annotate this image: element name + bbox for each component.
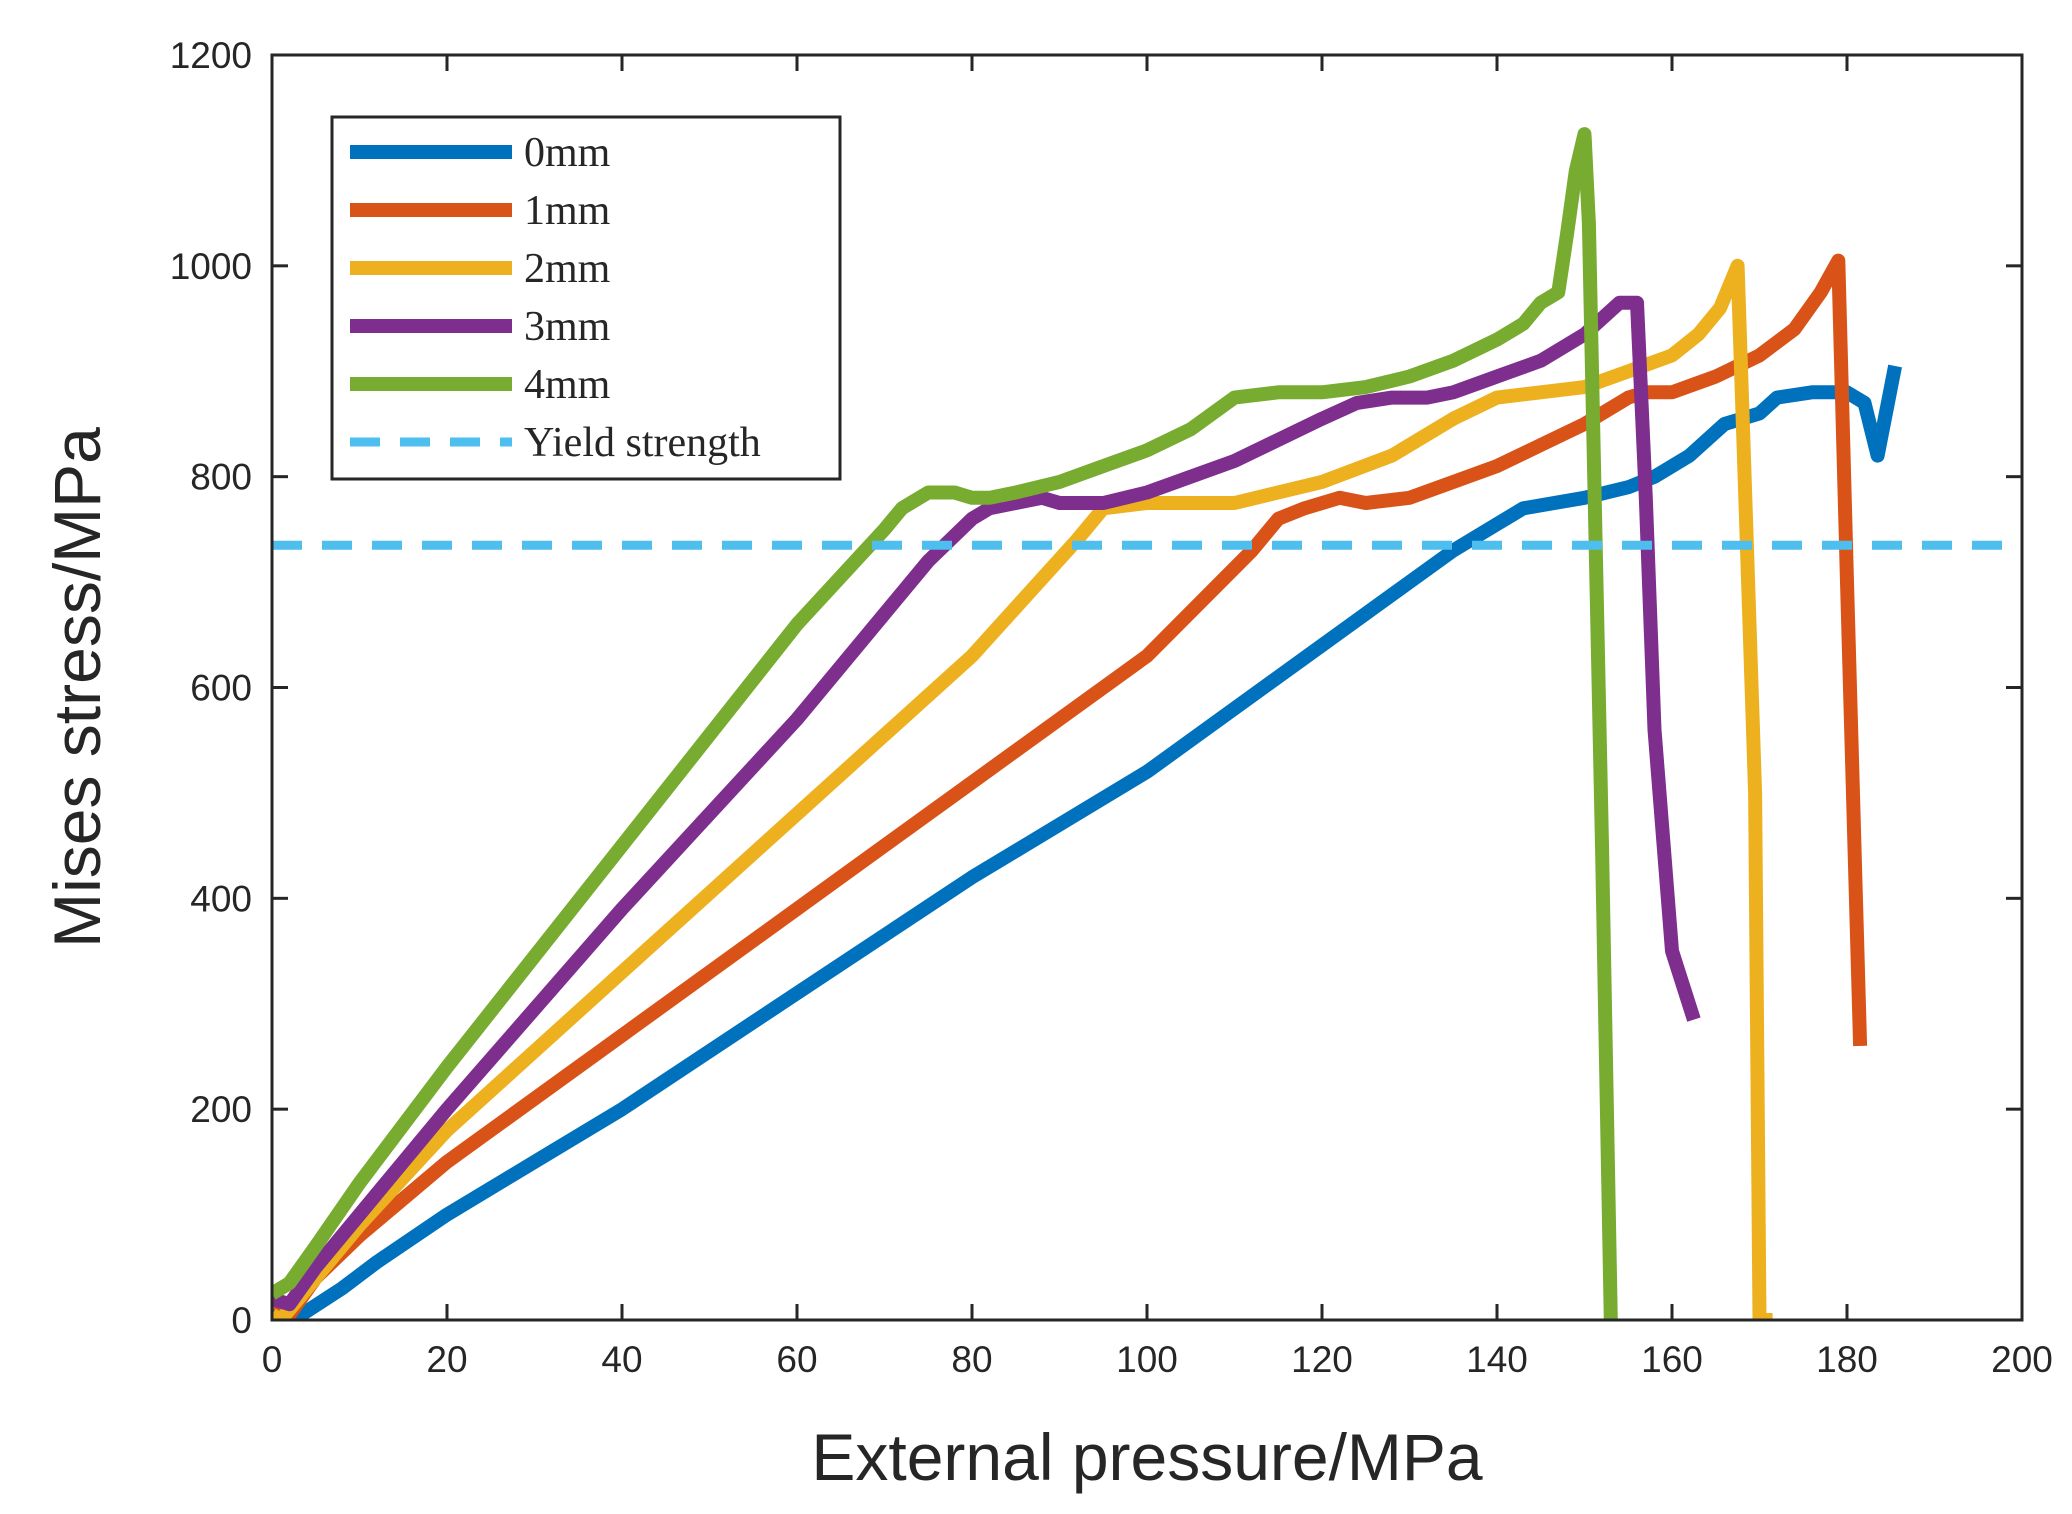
legend-label: 3mm	[524, 304, 611, 350]
x-tick-label: 180	[1816, 1339, 1878, 1380]
legend-label: Yield strength	[524, 420, 761, 466]
legend-label: 1mm	[524, 188, 611, 234]
y-tick-label: 600	[190, 668, 252, 709]
legend-label: 2mm	[524, 246, 611, 292]
y-tick-label: 1200	[170, 35, 252, 76]
x-tick-label: 120	[1291, 1339, 1353, 1380]
y-tick-label: 1000	[170, 246, 252, 287]
series-layer	[272, 127, 2022, 1320]
legend-label: 4mm	[524, 362, 611, 408]
y-axis-title: Mises stress/MPa	[40, 427, 114, 948]
series-line-1mm	[272, 253, 1868, 1320]
x-tick-label: 160	[1641, 1339, 1703, 1380]
y-tick-label: 200	[190, 1089, 252, 1130]
legend-box	[330, 115, 842, 481]
y-tick-label: 400	[190, 878, 252, 919]
legend: 0mm 1mm 2mm 3mm 4mm Yield strength	[330, 115, 842, 481]
x-tick-label: 80	[951, 1339, 992, 1380]
x-tick-label: 40	[601, 1339, 642, 1380]
x-tick-label: 100	[1116, 1339, 1178, 1380]
series-line-0mm	[272, 364, 1902, 1320]
x-tick-label: 140	[1466, 1339, 1528, 1380]
x-tick-label: 200	[1991, 1339, 2053, 1380]
x-tick-label: 60	[776, 1339, 817, 1380]
y-tick-label: 800	[190, 457, 252, 498]
series-line-3mm	[272, 295, 1701, 1312]
y-tick-label: 0	[231, 1300, 252, 1341]
series-line-2mm	[272, 258, 1773, 1320]
x-tick-label: 20	[426, 1339, 467, 1380]
tick-labels-layer: 0 20 40 60 80 100 120 140 160 180 200 0 200 400 600 800…	[170, 35, 2053, 1380]
series-line-4mm	[272, 127, 1618, 1320]
legend-label: 0mm	[524, 130, 611, 176]
ticks-layer	[270, 53, 2024, 1322]
x-tick-label: 0	[262, 1339, 283, 1380]
legend-items: 0mm 1mm 2mm 3mm 4mm Yield strength	[350, 130, 761, 466]
x-axis-title: External pressure/MPa	[811, 1420, 1483, 1494]
